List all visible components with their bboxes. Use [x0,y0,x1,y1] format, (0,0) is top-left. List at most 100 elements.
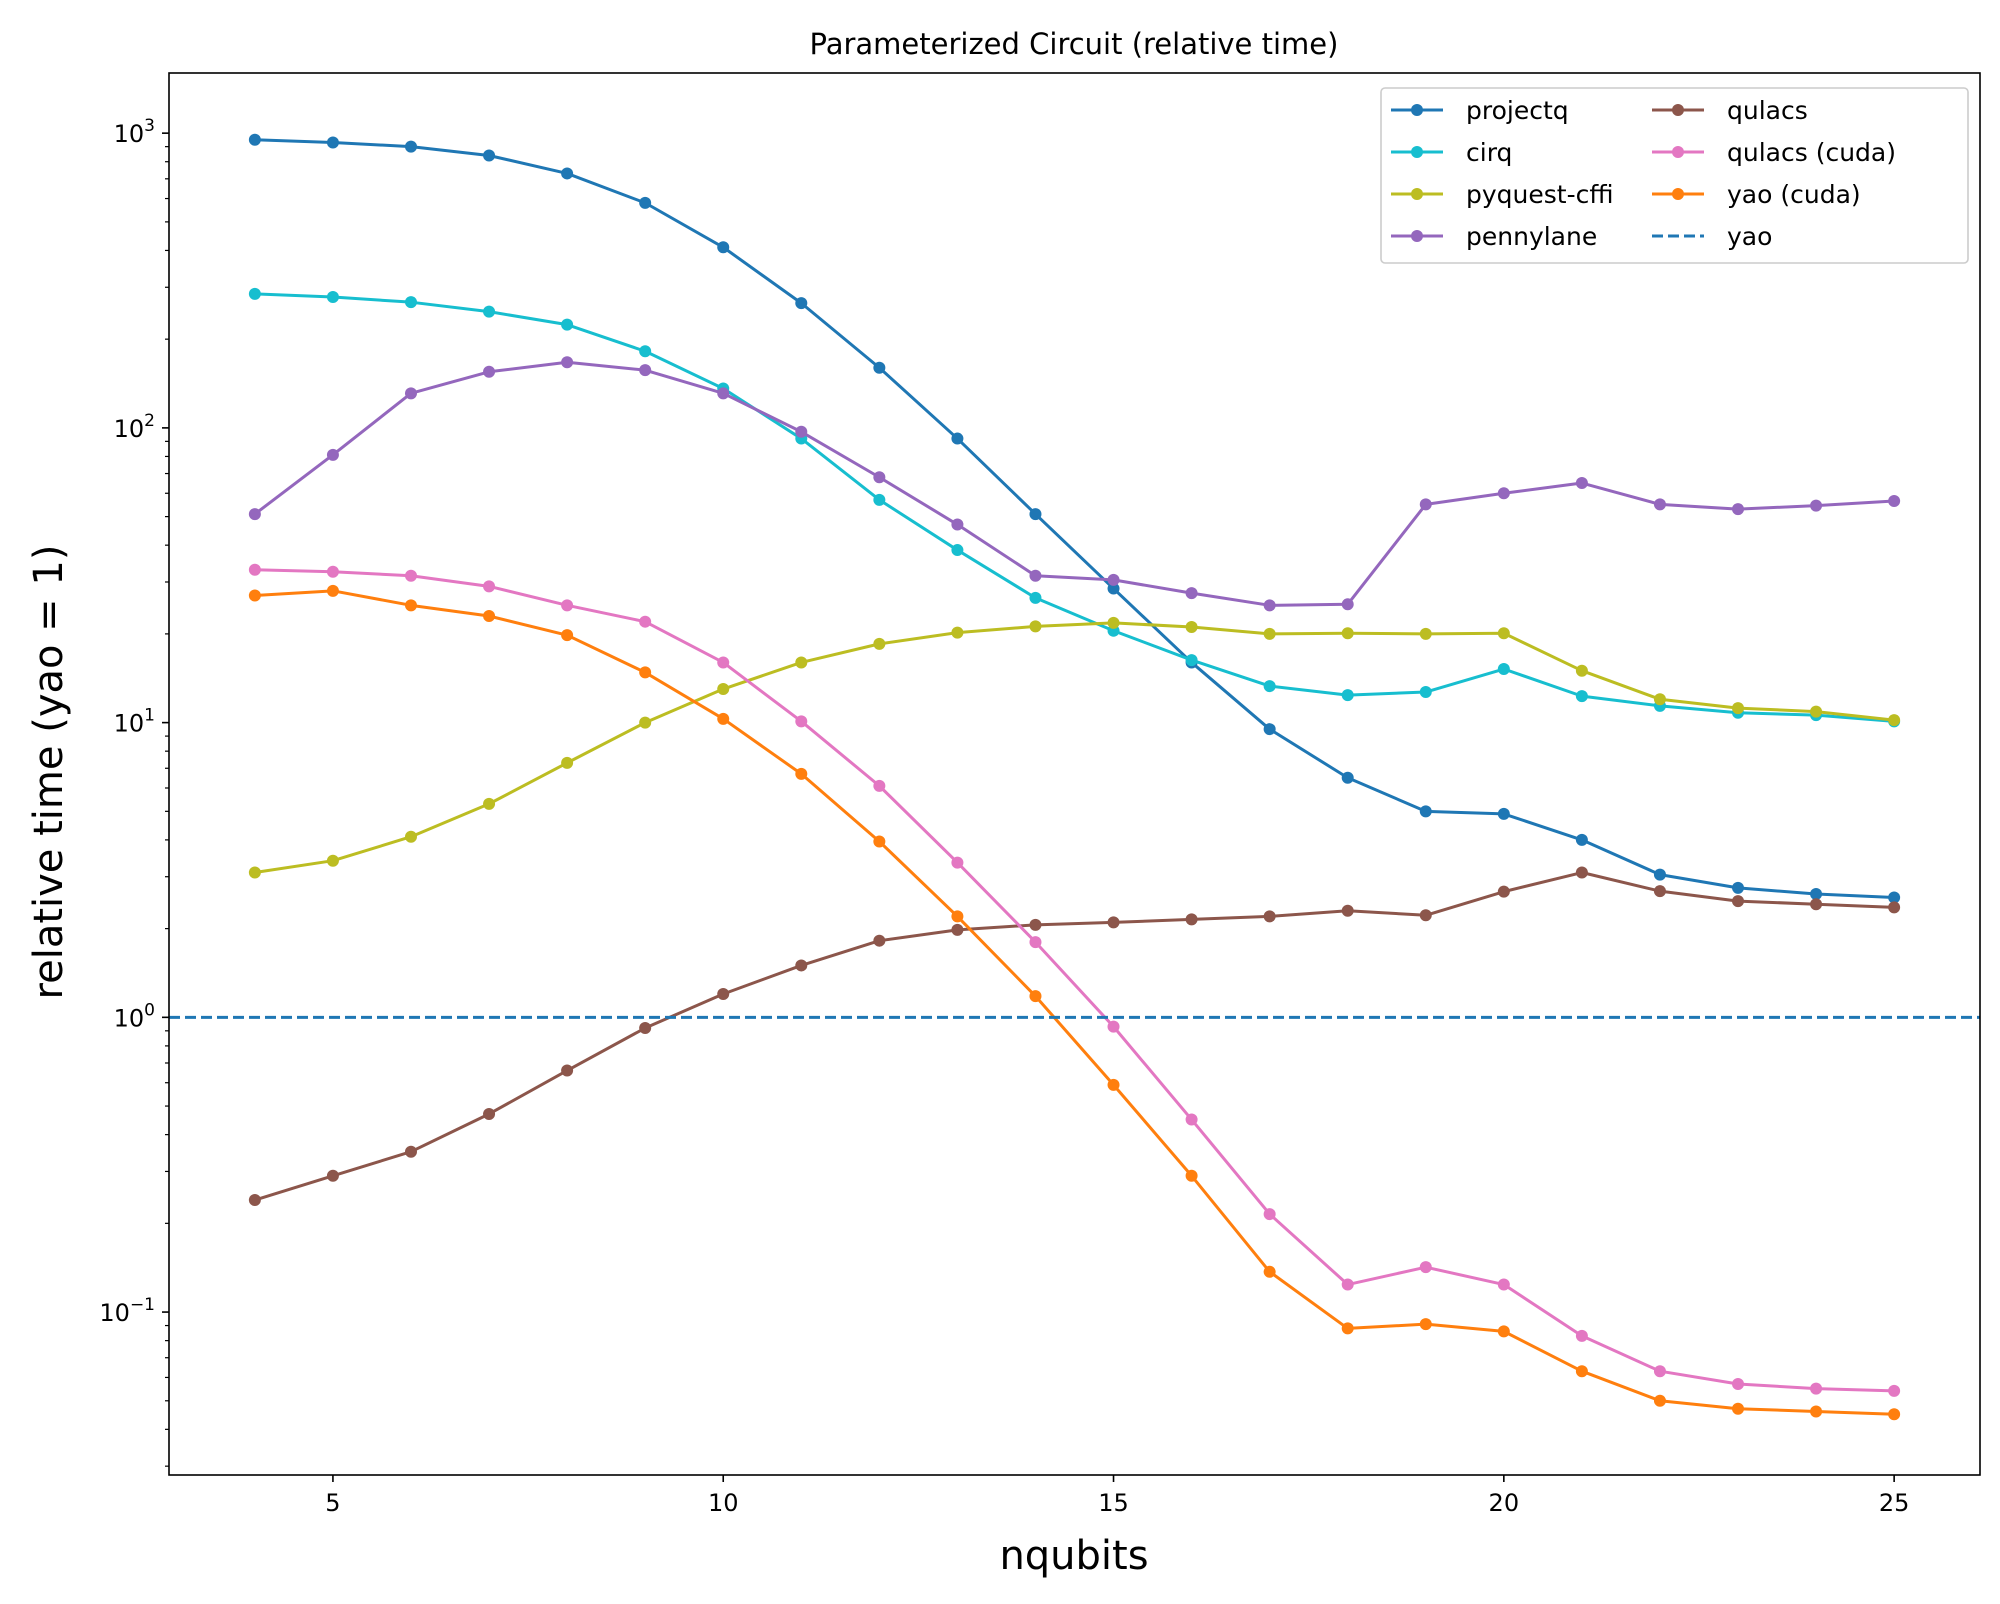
plot-area [169,133,1980,1421]
data-point-qulacs-cuda [1888,1384,1901,1397]
data-point-pennylane [1185,587,1198,600]
data-point-qulacs-cuda [1341,1278,1354,1291]
data-point-cirq [483,305,496,318]
y-tick-label: 10−1 [99,1295,155,1327]
data-point-yao-cuda [1497,1325,1510,1338]
data-point-yao-cuda [1107,1078,1120,1091]
data-point-pennylane [1029,569,1042,582]
data-point-pyquest-cffi [561,756,574,769]
y-tick-label: 101 [114,706,155,738]
data-point-projectq [248,133,261,146]
data-point-yao-cuda [483,610,496,622]
data-point-qulacs-cuda [1575,1329,1588,1342]
data-point-projectq [1732,881,1745,894]
data-point-projectq [1653,868,1666,881]
data-point-projectq [1575,833,1588,846]
data-point-pyquest-cffi [1185,621,1198,634]
y-tick-label: 100 [114,1000,155,1032]
legend-marker-pennylane [1411,230,1423,242]
data-point-pyquest-cffi [873,637,886,650]
data-point-cirq [1497,663,1510,676]
data-point-projectq [1029,508,1042,521]
data-point-qulacs [873,934,886,947]
data-point-yao-cuda [1341,1322,1354,1335]
x-axis-label: nqubits [999,1533,1148,1579]
data-point-pennylane [561,356,574,369]
data-point-qulacs [1497,885,1510,898]
data-point-pennylane [873,471,886,484]
data-point-pennylane [639,364,652,377]
legend-label-projectq: projectq [1466,96,1569,125]
data-point-projectq [326,136,339,149]
data-point-yao-cuda [326,584,339,597]
data-point-qulacs [326,1169,339,1182]
legend-marker-qulacs [1672,104,1684,116]
legend-marker-qulacs-cuda [1672,146,1684,158]
data-point-yao-cuda [1653,1394,1666,1407]
data-point-cirq [326,291,339,304]
data-point-pennylane [404,387,417,400]
data-point-pennylane [1732,503,1745,516]
data-point-qulacs-cuda [1185,1113,1198,1126]
data-point-pennylane [795,425,808,438]
data-point-projectq [639,196,652,209]
data-point-pennylane [1341,598,1354,611]
data-point-cirq [1029,591,1042,604]
data-point-projectq [951,432,964,445]
data-point-projectq [1497,807,1510,820]
legend-label-pyquest-cffi: pyquest-cffi [1466,180,1614,209]
data-point-qulacs-cuda [1419,1261,1432,1274]
data-point-qulacs [1029,918,1042,931]
data-point-qulacs-cuda [1263,1208,1276,1221]
data-point-yao-cuda [561,629,574,642]
data-point-qulacs [561,1064,574,1077]
data-point-qulacs-cuda [1653,1365,1666,1378]
legend-marker-cirq [1411,146,1423,158]
data-point-cirq [1419,686,1432,699]
series-line-qulacs [254,871,1895,1202]
data-point-pyquest-cffi [248,866,261,879]
data-point-cirq [561,318,574,331]
data-point-yao-cuda [1185,1169,1198,1182]
data-point-pyquest-cffi [1810,705,1823,718]
data-point-cirq [873,493,886,506]
data-point-pyquest-cffi [1107,616,1120,629]
legend-label-yao-cuda: yao (cuda) [1727,180,1861,209]
data-point-pennylane [1497,487,1510,500]
series-line-pyquest-cffi [254,621,1895,875]
data-point-pennylane [1263,599,1276,612]
axis-ticks: 5 10 15 20 25 10−1 100 101 102 103 [99,116,1909,1517]
data-point-pennylane [1107,573,1120,586]
data-point-projectq [1263,723,1276,736]
data-point-pyquest-cffi [1419,627,1432,640]
data-point-qulacs-cuda [1107,1020,1120,1033]
data-point-projectq [561,167,574,180]
x-tick-label: 10 [708,1489,739,1517]
data-point-qulacs [248,1194,261,1207]
data-point-yao-cuda [873,835,886,848]
data-point-yao-cuda [1419,1318,1432,1331]
data-point-qulacs [639,1022,652,1035]
data-point-pennylane [326,448,339,461]
data-point-qulacs [1185,913,1198,926]
data-point-projectq [404,140,417,153]
data-point-qulacs-cuda [951,856,964,869]
data-point-cirq [1185,654,1198,667]
data-point-qulacs [1341,904,1354,917]
legend-box [1380,87,1969,264]
legend-label-yao: yao [1727,222,1772,251]
data-point-yao-cuda [639,666,652,679]
legend-label-pennylane: pennylane [1466,222,1597,251]
data-point-yao-cuda [1732,1402,1745,1415]
data-point-qulacs-cuda [1732,1378,1745,1391]
legend-marker-pyquest-cffi [1411,188,1423,200]
x-tick-label: 15 [1098,1489,1129,1517]
x-tick-label: 20 [1489,1489,1520,1517]
data-point-cirq [1263,680,1276,693]
data-point-projectq [1419,805,1432,818]
data-point-cirq [248,287,261,300]
data-point-pennylane [1419,498,1432,511]
legend-label-cirq: cirq [1466,138,1512,167]
